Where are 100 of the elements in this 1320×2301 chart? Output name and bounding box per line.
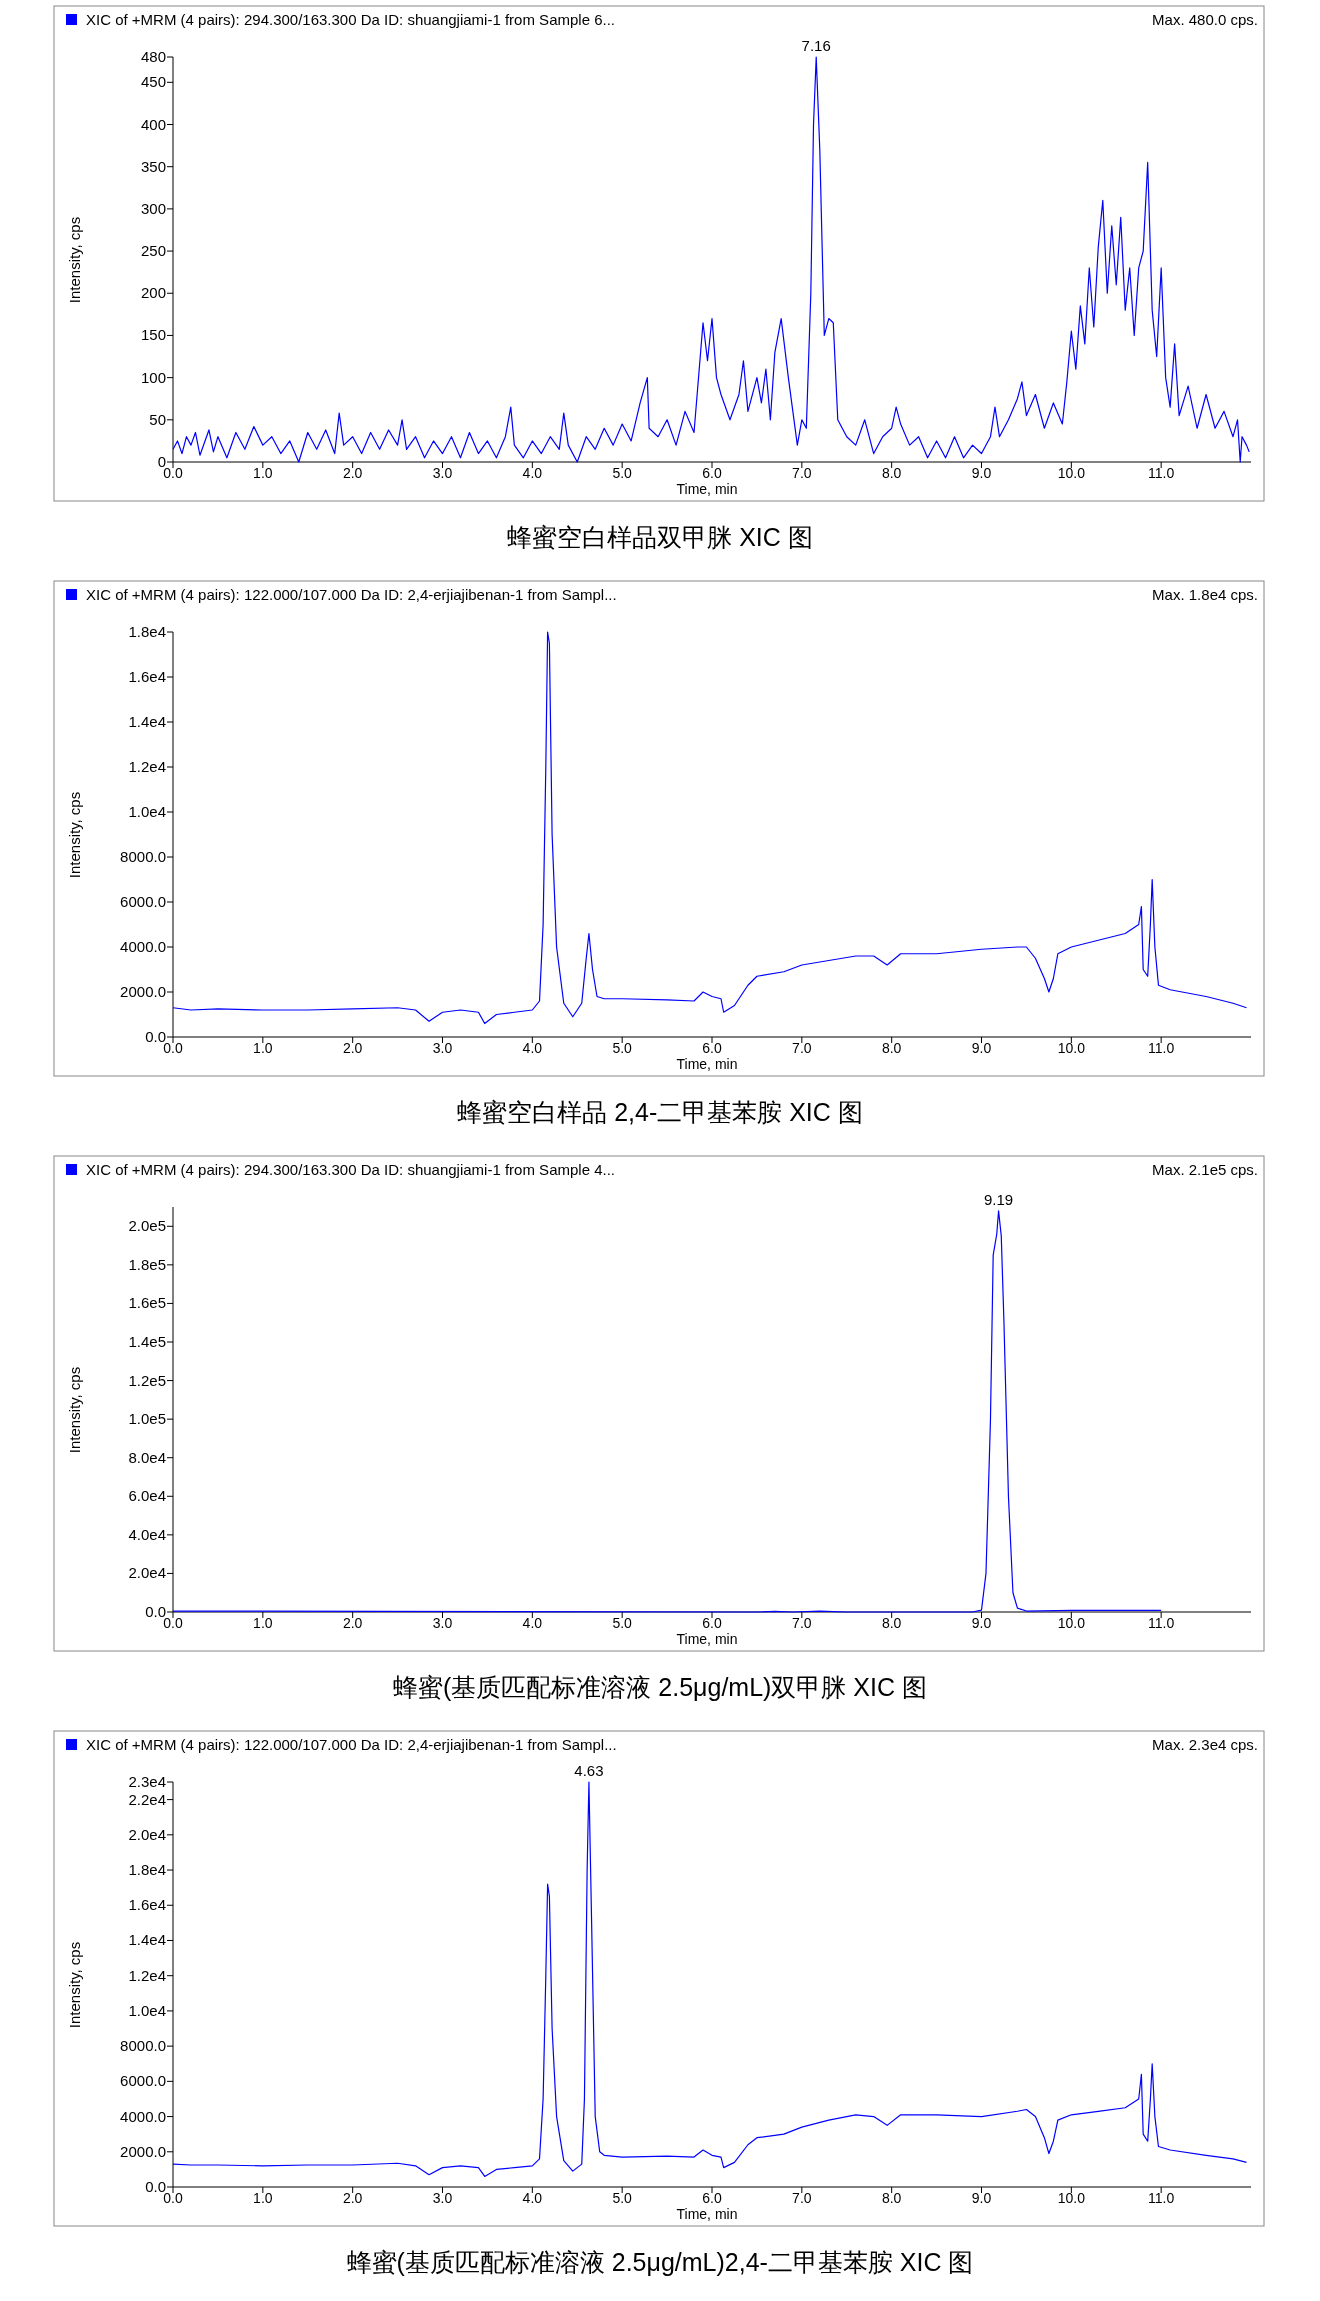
x-tick-label: 8.0 [881, 1615, 902, 1631]
x-tick-label: 6.0 [702, 465, 722, 481]
x-tick-label: 9.0 [971, 1040, 992, 1056]
x-tick-label: 11.0 [1148, 1040, 1175, 1056]
y-tick-label: 8000.0 [120, 2037, 166, 2055]
y-tick-label: 6000.0 [120, 2072, 166, 2090]
y-tick-label: 1.8e4 [128, 623, 166, 640]
y-tick-label: 1.0e4 [128, 803, 166, 820]
x-tick-label: 4.0 [522, 1615, 543, 1631]
line-series [172, 631, 1248, 1025]
y-tick-label: 2000.0 [120, 983, 166, 1000]
y-tick-label: 200 [140, 284, 166, 302]
x-tick-label: 11.0 [1148, 2190, 1175, 2206]
y-tick-label: 1.2e4 [128, 1966, 166, 1984]
annotation: 7.16 [801, 37, 831, 54]
y-tick-label: 350 [140, 157, 166, 175]
y-axis-title: Intensity, cps [66, 216, 83, 304]
y-tick-label: 0.0 [145, 1028, 166, 1045]
x-tick-label: 1.0 [253, 465, 273, 481]
y-tick-label: 400 [140, 115, 166, 133]
y-tick-label: 2.0e4 [128, 1825, 166, 1843]
x-tick-label: 4.0 [522, 1040, 543, 1056]
x-tick-label: 3.0 [432, 465, 453, 481]
x-tick-label: 3.0 [432, 1040, 453, 1056]
legend-label: XIC of +MRM (4 pairs): 294.300/163.300 Da ID: shuangjiami-1 from Sample 4... [86, 1161, 615, 1178]
x-tick-label: 4.0 [522, 465, 543, 481]
y-tick-label: 1.4e4 [128, 1931, 166, 1949]
y-axis-title: Intensity, cps [66, 1366, 83, 1454]
y-tick-label: 6000.0 [120, 893, 166, 910]
y-tick-label: 1.8e5 [128, 1255, 166, 1273]
y-tick-label: 1.0e4 [128, 2001, 166, 2019]
y-axis-title: Intensity, cps [66, 791, 83, 879]
y-tick-label: 2.0e4 [128, 1564, 166, 1582]
y-tick-label: 2.0e5 [128, 1217, 166, 1235]
x-tick-label: 6.0 [702, 2190, 722, 2206]
x-tick-label: 9.0 [971, 2190, 992, 2206]
y-tick-label: 1.0e5 [128, 1410, 166, 1428]
x-tick-label: 6.0 [702, 1040, 722, 1056]
x-tick-label: 1.0 [253, 1040, 273, 1056]
line-series [172, 1210, 1162, 1613]
y-tick-label: 1.2e4 [128, 758, 166, 775]
text: 蜂蜜空白样品双甲脒 XIC 图 [507, 523, 813, 551]
y-tick-label: 4.0e4 [128, 1525, 166, 1543]
y-tick-label: 250 [140, 242, 166, 260]
chart-subtitle: Max. 2.1e5 cps. [1152, 1161, 1258, 1178]
chart-subtitle: Max. 2.3e4 cps. [1152, 1736, 1258, 1753]
x-tick-label: 3.0 [432, 1615, 453, 1631]
annotation: 9.19 [983, 1190, 1014, 1208]
y-tick-label: 0 [157, 453, 166, 470]
x-tick-label: 7.0 [792, 2190, 812, 2206]
x-tick-label: 5.0 [612, 2190, 633, 2206]
x-tick-label: 7.0 [792, 1040, 812, 1056]
y-tick-label: 8.0e4 [128, 1448, 166, 1466]
x-tick-label: 11.0 [1148, 465, 1175, 481]
y-tick-label: 1.4e4 [128, 713, 166, 730]
y-tick-label: 1.4e5 [128, 1333, 166, 1350]
y-tick-label: 1.6e4 [128, 1896, 166, 1914]
legend-label: XIC of +MRM (4 pairs): 294.300/163.300 Da ID: shuangjiami-1 from Sample 6... [86, 11, 615, 28]
x-axis-title: Time, min [676, 481, 738, 497]
y-tick-label: 4000.0 [120, 2107, 166, 2125]
y-tick-label: 1.6e5 [128, 1294, 166, 1312]
x-tick-label: 1.0 [253, 1615, 273, 1631]
legend-label: XIC of +MRM (4 pairs): 122.000/107.000 Da ID: 2,4-erjiajibenan-1 from Sampl... [86, 1736, 617, 1753]
x-tick-label: 9.0 [971, 1615, 992, 1631]
y-tick-label: 50 [149, 410, 166, 428]
y-tick-label: 0.0 [145, 1603, 166, 1620]
y-tick-label: 480 [140, 48, 166, 65]
x-tick-label: 9.0 [971, 465, 992, 481]
legend-label: XIC of +MRM (4 pairs): 122.000/107.000 Da ID: 2,4-erjiajibenan-1 from Sampl... [86, 586, 617, 603]
chart-subtitle: Max. 1.8e4 cps. [1152, 586, 1258, 603]
y-tick-label: 2000.0 [120, 2142, 166, 2160]
text: 蜂蜜空白样品 2,4-二甲基苯胺 XIC 图 [457, 1098, 863, 1126]
y-tick-label: 4000.0 [120, 938, 166, 955]
x-tick-label: 2.0 [342, 465, 363, 481]
y-tick-label: 0.0 [145, 2178, 166, 2195]
y-tick-label: 1.8e4 [128, 1861, 166, 1879]
x-tick-label: 2.0 [342, 2190, 363, 2206]
y-tick-label: 300 [140, 199, 166, 217]
y-axis-title: Intensity, cps [66, 1941, 83, 2029]
text: 蜂蜜(基质匹配标准溶液 2.5μg/mL)2,4-二甲基苯胺 XIC 图 [346, 2248, 974, 2276]
x-tick-label: 7.0 [792, 465, 812, 481]
x-tick-label: 10.0 [1057, 1615, 1086, 1631]
x-tick-label: 2.0 [342, 1040, 363, 1056]
x-tick-label: 10.0 [1057, 465, 1086, 481]
x-tick-label: 6.0 [702, 1615, 722, 1631]
x-tick-label: 8.0 [881, 2190, 902, 2206]
x-tick-label: 7.0 [792, 1615, 812, 1631]
y-tick-label: 100 [140, 368, 166, 386]
y-tick-label: 450 [140, 73, 166, 91]
x-tick-label: 10.0 [1057, 2190, 1086, 2206]
y-tick-label: 2.3e4 [128, 1773, 166, 1790]
line-series [172, 1781, 1248, 2178]
x-tick-label: 5.0 [612, 465, 633, 481]
x-tick-label: 8.0 [881, 465, 902, 481]
x-tick-label: 11.0 [1148, 1615, 1175, 1631]
y-tick-label: 6.0e4 [128, 1487, 166, 1505]
x-tick-label: 10.0 [1057, 1040, 1086, 1056]
chart-subtitle: Max. 480.0 cps. [1152, 11, 1258, 28]
y-tick-label: 150 [140, 326, 166, 344]
x-axis-title: Time, min [676, 2206, 738, 2222]
